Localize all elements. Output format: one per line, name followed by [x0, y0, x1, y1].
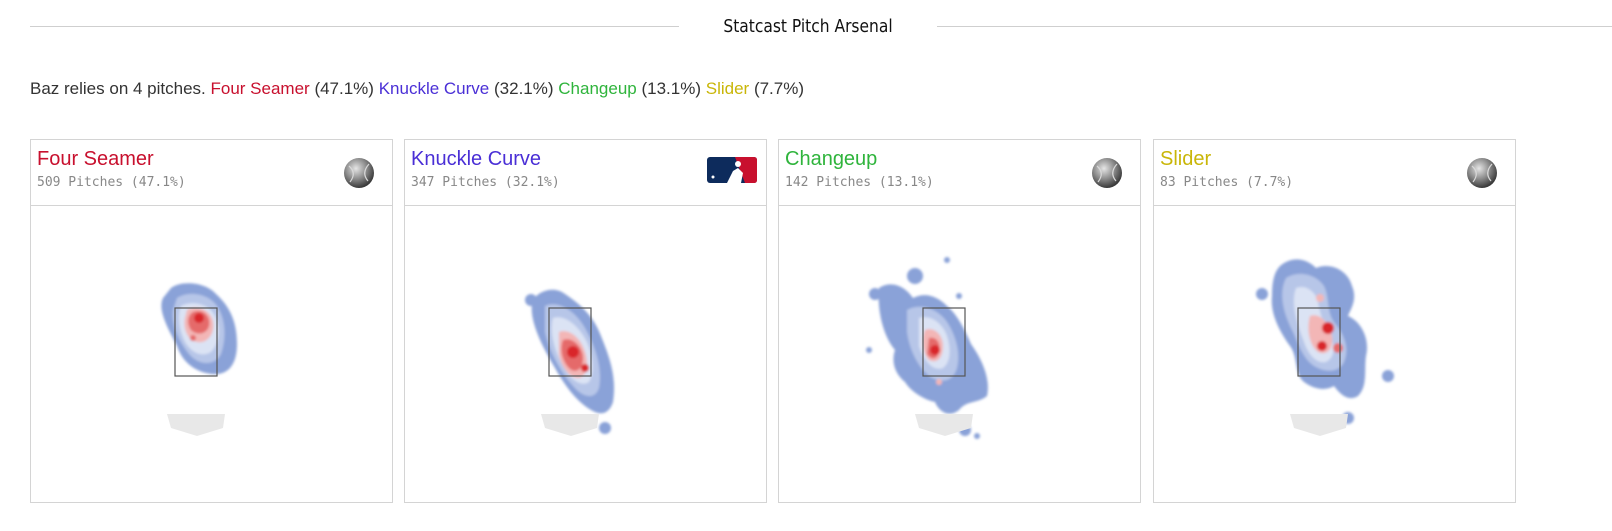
pitch-card-header: Slider 83 Pitches (7.7%) [1154, 140, 1515, 206]
pitch-card-header: Changeup 142 Pitches (13.1%) [779, 140, 1140, 206]
summary-pitch-pct: (13.1%) [641, 79, 701, 98]
home-plate [915, 414, 973, 436]
pitch-name: Changeup [785, 148, 878, 170]
home-plate [1290, 414, 1348, 436]
pitch-card-changeup[interactable]: Changeup 142 Pitches (13.1%) [778, 139, 1141, 503]
home-plate [167, 414, 225, 436]
header-rule-left [30, 26, 679, 27]
baseball-icon [344, 158, 374, 188]
pitch-card-knuckle-curve[interactable]: Knuckle Curve 347 Pitches (32.1%) [404, 139, 767, 503]
header-rule-right [937, 26, 1612, 27]
baseball-icon [1467, 158, 1497, 188]
pitch-count: 83 Pitches (7.7%) [1160, 175, 1294, 190]
heatmap-plot [866, 257, 988, 439]
pitch-count: 142 Pitches (13.1%) [785, 175, 934, 190]
summary-pitch-pct: (32.1%) [494, 79, 554, 98]
section-title: Statcast Pitch Arsenal [723, 16, 893, 37]
heatmap-plot [1256, 259, 1394, 436]
summary-pitch-pct: (47.1%) [314, 79, 374, 98]
summary-lead: Baz relies on 4 pitches. [30, 79, 206, 98]
home-plate [541, 414, 599, 436]
pitch-card-header: Four Seamer 509 Pitches (47.1%) [31, 140, 392, 206]
pitch-name: Four Seamer [37, 148, 154, 170]
heatmap-plot [525, 289, 615, 436]
pitch-card-header: Knuckle Curve 347 Pitches (32.1%) [405, 140, 766, 206]
summary-pitch-name: Slider [705, 79, 750, 98]
summary-pitch-name: Knuckle Curve [378, 79, 490, 98]
pitch-count: 509 Pitches (47.1%) [37, 175, 186, 190]
pitch-name: Slider [1160, 148, 1212, 170]
pitch-count: 347 Pitches (32.1%) [411, 175, 560, 190]
arsenal-summary: Baz relies on 4 pitches. Four Seamer (47… [30, 79, 804, 99]
summary-pitch-name: Changeup [558, 79, 637, 98]
mlb-logo-icon [707, 157, 757, 183]
pitch-card-four-seamer[interactable]: Four Seamer 509 Pitches (47.1%) [30, 139, 393, 503]
pitch-card-slider[interactable]: Slider 83 Pitches (7.7%) [1153, 139, 1516, 503]
summary-pitch-name: Four Seamer [210, 79, 310, 98]
summary-pitch-pct: (7.7%) [753, 79, 805, 98]
section-header: Statcast Pitch Arsenal [30, 14, 1612, 40]
pitch-name: Knuckle Curve [411, 148, 542, 170]
baseball-icon [1092, 158, 1122, 188]
heatmap-plot [161, 283, 237, 436]
